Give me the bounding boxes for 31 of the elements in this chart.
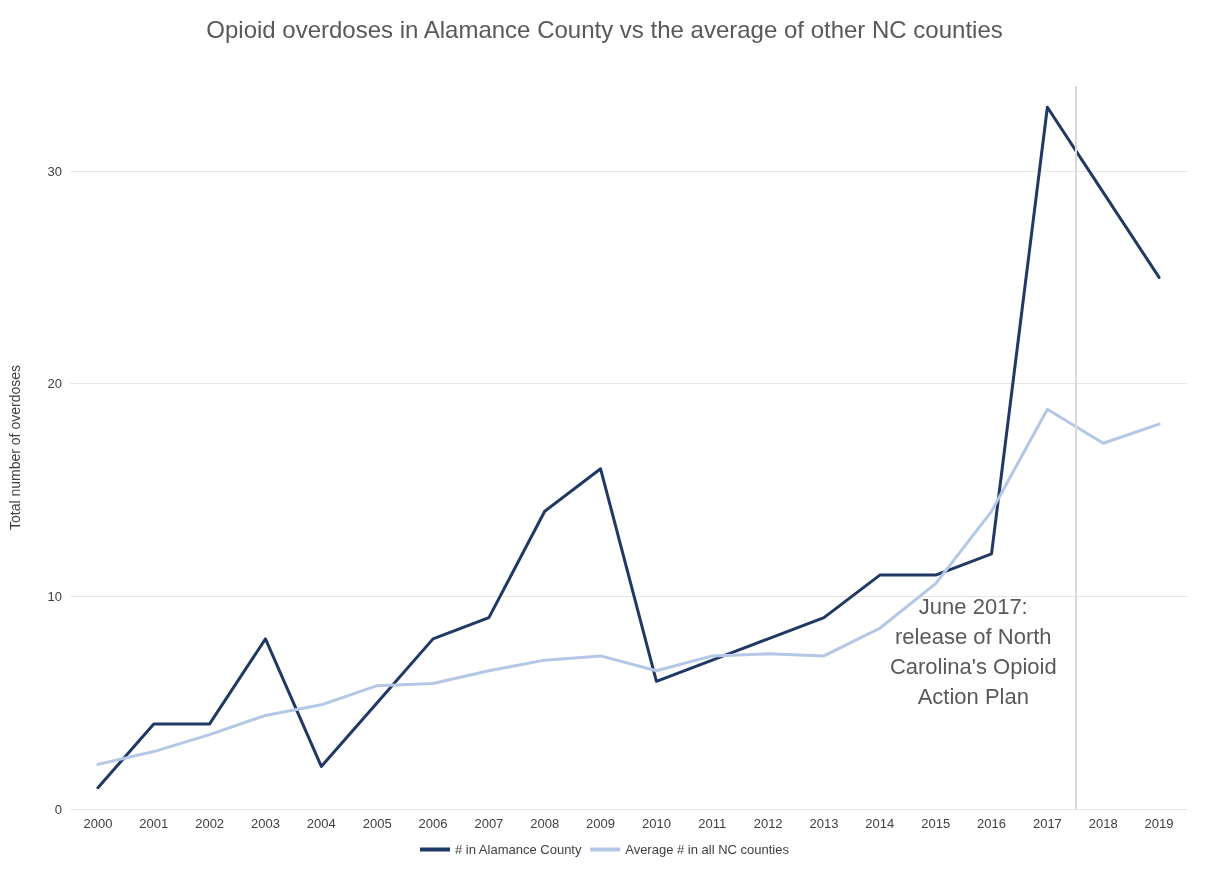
- x-tick-label: 2013: [809, 816, 839, 831]
- ref-line-label: June 2017: release of North Carolina's Opioid Action Plan: [889, 593, 1057, 709]
- x-tick-label: 2007: [474, 816, 504, 831]
- x-tick-label: 2010: [641, 816, 671, 831]
- legend-label: # in Alamance County: [455, 842, 582, 857]
- x-tick-label: 2009: [586, 816, 616, 831]
- x-tick-label: 2017: [1032, 816, 1062, 831]
- x-tick-label: 2005: [362, 816, 392, 831]
- x-tick-label: 2008: [530, 816, 560, 831]
- y-tick-label: 0: [54, 801, 62, 817]
- x-tick-label: 2004: [306, 816, 336, 831]
- x-tick-label: 2006: [418, 816, 448, 831]
- x-tick-label: 2016: [977, 816, 1006, 831]
- x-tick-label: 2018: [1088, 816, 1118, 831]
- x-tick-label: 2019: [1144, 816, 1174, 831]
- legend-label: Average # in all NC counties: [625, 842, 790, 857]
- line-series: [96, 407, 1161, 766]
- x-tick-label: 2000: [83, 816, 113, 831]
- chart-title: Opioid overdoses in Alamance County vs the average of other NC counties: [206, 15, 1003, 43]
- x-tick-label: 2015: [921, 816, 951, 831]
- y-tick-label: 10: [47, 588, 62, 604]
- x-tick-label: 2001: [139, 816, 169, 831]
- y-tick-label: 30: [47, 163, 62, 179]
- x-tick-label: 2014: [865, 816, 895, 831]
- y-axis-title: Total number of overdoses: [7, 365, 23, 530]
- y-tick-label: 20: [47, 376, 62, 392]
- x-tick-label: 2011: [698, 816, 727, 831]
- line-series: [96, 105, 1161, 790]
- x-tick-label: 2012: [753, 816, 783, 831]
- x-tick-label: 2003: [251, 816, 280, 831]
- x-tick-label: 2002: [195, 816, 225, 831]
